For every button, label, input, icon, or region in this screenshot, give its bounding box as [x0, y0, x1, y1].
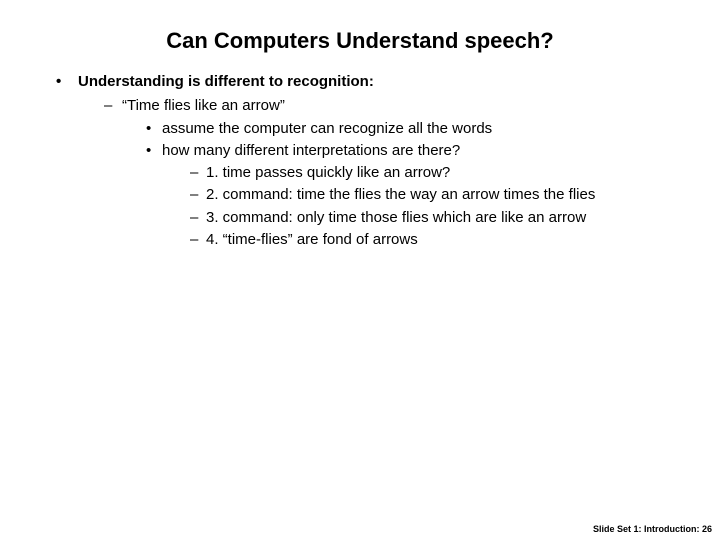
slide-footer: Slide Set 1: Introduction: 26	[593, 524, 712, 534]
slide-body: Understanding is different to recognitio…	[0, 72, 720, 250]
bullet-lvl4-2: 2. command: time the flies the way an ar…	[50, 185, 690, 205]
bullet-lvl1: Understanding is different to recognitio…	[50, 72, 690, 92]
slide-title: Can Computers Understand speech?	[0, 0, 720, 72]
bullet-lvl3-howmany: how many different interpretations are t…	[50, 141, 690, 161]
bullet-lvl4-3: 3. command: only time those flies which …	[50, 208, 690, 228]
bullet-lvl3-assume: assume the computer can recognize all th…	[50, 119, 690, 139]
bullet-lvl2-quote: “Time flies like an arrow”	[50, 96, 690, 116]
bullet-lvl4-1: 1. time passes quickly like an arrow?	[50, 163, 690, 183]
bullet-lvl4-4: 4. “time-flies” are fond of arrows	[50, 230, 690, 250]
slide: Can Computers Understand speech? Underst…	[0, 0, 720, 540]
